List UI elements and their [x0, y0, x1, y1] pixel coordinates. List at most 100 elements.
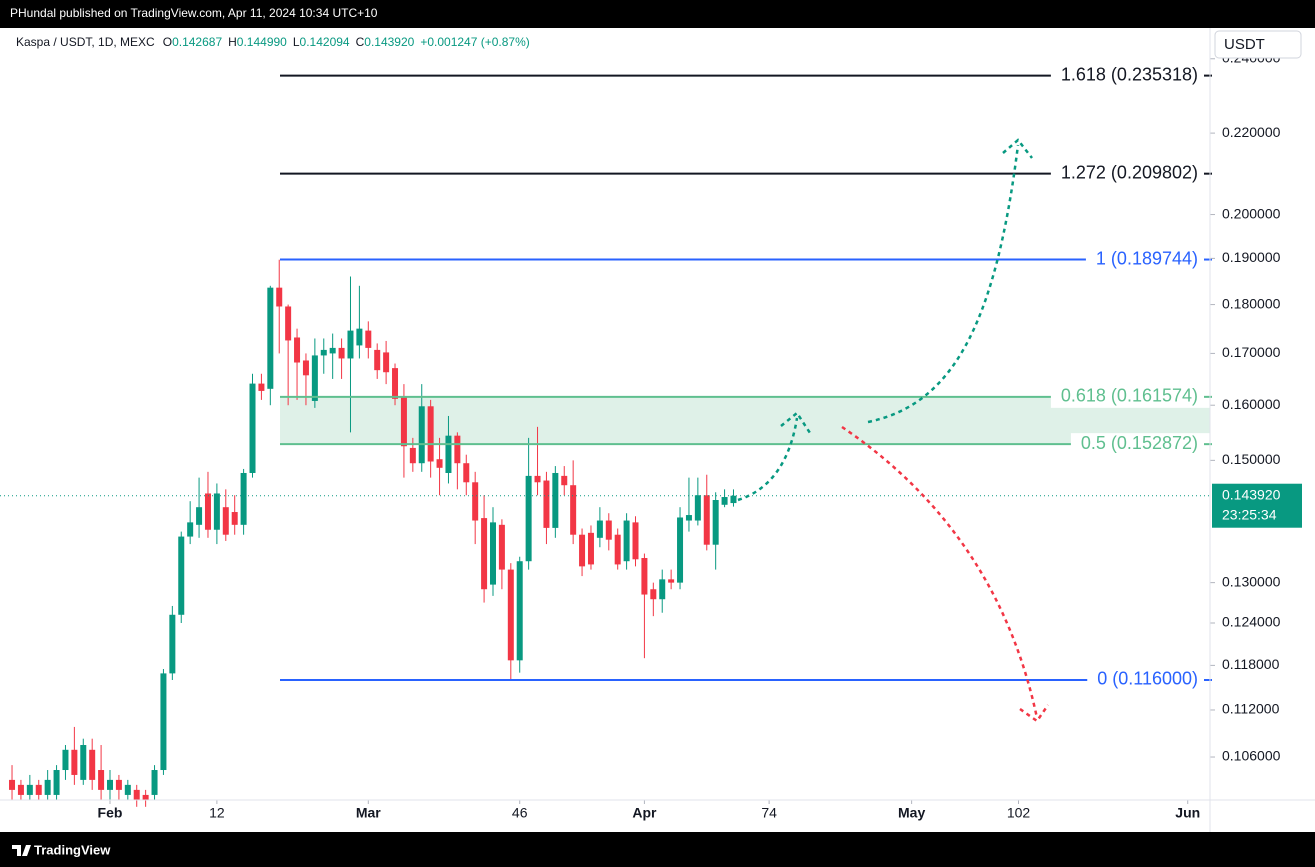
candle-body: [614, 534, 621, 565]
y-tick-label: 0.220000: [1222, 124, 1281, 140]
price-box: [1212, 483, 1302, 528]
label-bg: [1085, 248, 1210, 271]
candle-body: [231, 512, 238, 525]
y-tick-label: 0.118000: [1222, 656, 1280, 672]
candle-body: [338, 347, 345, 359]
fib-label: 0.5 (0.152872): [1081, 433, 1198, 453]
candle-body: [98, 770, 105, 790]
candle-body: [596, 520, 603, 538]
change: +0.001247 (+0.87%): [420, 35, 529, 49]
currency[interactable]: USDT: [1224, 36, 1265, 53]
candle-body: [677, 517, 684, 583]
candle-body: [587, 532, 594, 565]
ohlc-value: 0.144990: [237, 35, 287, 49]
label-bg: [1050, 64, 1210, 87]
candle-body: [62, 749, 69, 771]
candle-body: [249, 383, 256, 473]
ohlc-key: L: [293, 35, 300, 49]
candle-body: [374, 349, 381, 371]
candle-body: [44, 779, 51, 795]
candle-body: [347, 330, 354, 359]
label-bg: [1070, 433, 1210, 456]
currency-button[interactable]: [1214, 30, 1302, 59]
up-arrow: [737, 417, 799, 502]
price-label: 0.143920: [1222, 486, 1281, 502]
candle-body: [418, 406, 425, 464]
candle-body: [534, 475, 541, 483]
candle-body: [543, 480, 550, 528]
candle-body: [498, 524, 505, 570]
candle-body: [552, 472, 559, 528]
y-tick-label: 0.170000: [1222, 344, 1281, 360]
ohlc-value: 0.143920: [364, 35, 414, 49]
symbol-header: Kaspa / USDT, 1D, MEXC O0.142687 H0.144990…: [16, 35, 530, 49]
candle-body: [400, 396, 407, 447]
x-tick-label: Feb: [98, 805, 123, 821]
candle-body: [712, 500, 719, 545]
fib-label: 0.618 (0.161574): [1061, 386, 1198, 406]
x-tick-label: 12: [209, 805, 225, 821]
candle-body: [222, 507, 229, 535]
candle-body: [579, 534, 586, 567]
y-tick-label: 0.130000: [1222, 573, 1281, 589]
candle-body: [213, 493, 220, 530]
candle-body: [320, 349, 327, 356]
candle-body: [115, 779, 122, 790]
candle-body: [71, 749, 78, 775]
candle-body: [489, 522, 496, 585]
candle-body: [703, 495, 710, 545]
candle-body: [409, 447, 416, 464]
candle-body: [35, 784, 42, 795]
symbol: Kaspa / USDT, 1D, MEXC: [16, 35, 155, 49]
candle-body: [204, 493, 211, 530]
y-tick-label: 0.180000: [1222, 295, 1281, 311]
plot: 1.618 (0.235318) 1.272 (0.209802) 1 (0.189…: [0, 49, 1302, 821]
published-note: PHundal published on TradingView.com, Ap…: [10, 6, 378, 20]
arrow-head: [1002, 138, 1033, 159]
countdown: 23:25:34: [1222, 506, 1277, 522]
label-bg: [1050, 385, 1210, 408]
x-tick-label: Jun: [1175, 805, 1200, 821]
y-tick-label: 0.190000: [1222, 249, 1281, 265]
candle-body: [694, 495, 701, 521]
up-arrow: [867, 144, 1020, 424]
ohlc-value: 0.142094: [300, 35, 350, 49]
candle-body: [80, 745, 87, 780]
candle-body: [454, 435, 461, 464]
x-tick-label: Apr: [632, 805, 657, 821]
candle-body: [463, 463, 470, 483]
candle-body: [721, 497, 728, 505]
brand: TradingView: [34, 842, 111, 857]
candle-body: [329, 347, 336, 354]
label-bg: [1087, 668, 1210, 691]
candle-body: [285, 306, 292, 341]
candle-body: [17, 784, 24, 795]
y-tick-label: 0.124000: [1222, 614, 1281, 630]
candle-body: [142, 794, 149, 800]
candle-body: [365, 330, 372, 348]
candle-body: [276, 287, 283, 307]
x-tick-label: 46: [512, 805, 528, 821]
candle-body: [124, 784, 131, 795]
candle-body: [427, 406, 434, 462]
x-tick-label: Mar: [356, 805, 381, 821]
brand-logo: [12, 845, 31, 856]
ohlc-key: C: [356, 35, 365, 49]
candle-body: [561, 475, 568, 486]
y-tick-label: 0.106000: [1222, 748, 1281, 764]
candle-body: [383, 352, 390, 373]
candle-body: [53, 770, 60, 795]
chart-area: [0, 28, 1315, 832]
fib-label: 0 (0.116000): [1097, 669, 1198, 689]
candle-body: [685, 515, 692, 521]
candle-body: [178, 536, 185, 615]
candle-body: [258, 383, 265, 391]
ohlc-key: O: [163, 35, 172, 49]
candle-body: [525, 475, 532, 562]
x-tick-label: May: [898, 805, 925, 821]
ohlc-value: 0.142687: [172, 35, 222, 49]
x-tick-label: 74: [761, 805, 777, 821]
ohlc-key: H: [228, 35, 237, 49]
candle-body: [570, 485, 577, 535]
candle-body: [311, 355, 318, 401]
